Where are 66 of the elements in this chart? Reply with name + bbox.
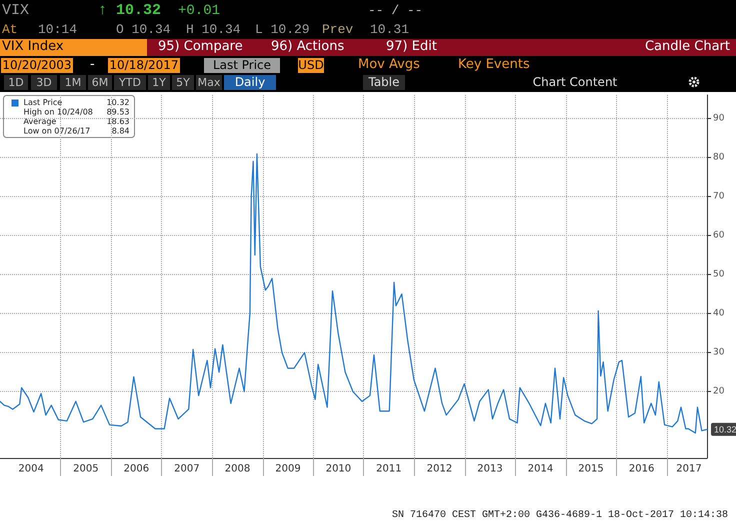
x-tick-label: 2009 [275,464,301,474]
text: Last Price [204,58,280,73]
x-tick-label: 2013 [477,464,503,474]
text: Daily [224,75,276,90]
x-tick-label: 2011 [376,464,402,474]
text: 10.31 [370,22,410,37]
text: Candle Chart [644,39,730,54]
text: 10/18/2017 [108,58,180,73]
annotation: Average [24,117,56,126]
text: 6M [88,75,112,90]
text: Table [363,75,405,90]
y-tick-label: 60 [713,230,725,241]
annotation: 89.53 [106,108,130,116]
text: - [90,57,95,72]
x-tick-label: 2015 [578,464,604,474]
x-tick-label: 2004 [18,464,44,474]
annotation: 10.32 [714,424,736,434]
text: ↑ 10.32 [98,2,162,19]
x-tick-label: 2008 [224,464,250,474]
text: USD [298,58,324,73]
chart-title: VIX Index [0,39,147,56]
annotation: 10.32 [106,98,130,107]
x-tick-label: 2010 [326,464,352,474]
text: YTD [114,75,146,90]
text: O 10.34 [116,22,171,37]
text: 10:14 [38,22,78,37]
x-tick-label: 2017 [676,464,702,474]
text: Chart Content [532,75,618,90]
y-tick-label: 30 [713,348,725,358]
text: 95) Compare [158,39,243,54]
text: Prev [322,22,354,37]
annotation: Low on 07/26/17 [24,126,90,136]
text: SN 716470 CEST GMT+2:00 G436-4689-1 18-Oct-2017 10:14:38 [392,510,728,521]
x-tick-label: 2014 [528,464,554,474]
text: 1M [60,75,86,90]
text: At [2,22,18,37]
annotation: High on 10/24/08 [24,108,93,116]
text: 1D [4,75,28,90]
text: Mov Avgs [358,57,420,72]
legend-label: Last Price [24,98,62,107]
text: Max [196,75,222,90]
text: 1Y [148,75,170,90]
text: 5Y [172,75,194,90]
y-tick-label: 80 [713,152,725,162]
text: Key Events [458,57,530,72]
y-tick-label: 70 [713,191,725,202]
text: VIX [2,2,30,19]
y-tick-label: 20 [713,386,725,397]
text: 10/20/2003 [1,58,73,73]
line-series [0,153,708,434]
text: 96) Actions [271,39,344,54]
annotation: 8.84 [112,126,130,136]
y-tick-label: 90 [713,113,725,124]
text: L 10.29 [255,22,310,37]
x-tick-label: 2006 [124,464,150,474]
text: 97) Edit [386,39,437,54]
text: 3D [31,75,57,90]
text: H 10.34 [186,22,241,37]
x-tick-label: 2016 [628,464,654,474]
y-tick-label: 40 [713,308,725,319]
x-tick-label: 2012 [426,464,452,474]
text: -- / -- [368,3,423,18]
x-tick-label: 2005 [73,464,99,474]
x-tick-label: 2007 [174,464,200,474]
y-tick-label: 50 [713,270,725,280]
text: +0.01 [178,3,220,19]
